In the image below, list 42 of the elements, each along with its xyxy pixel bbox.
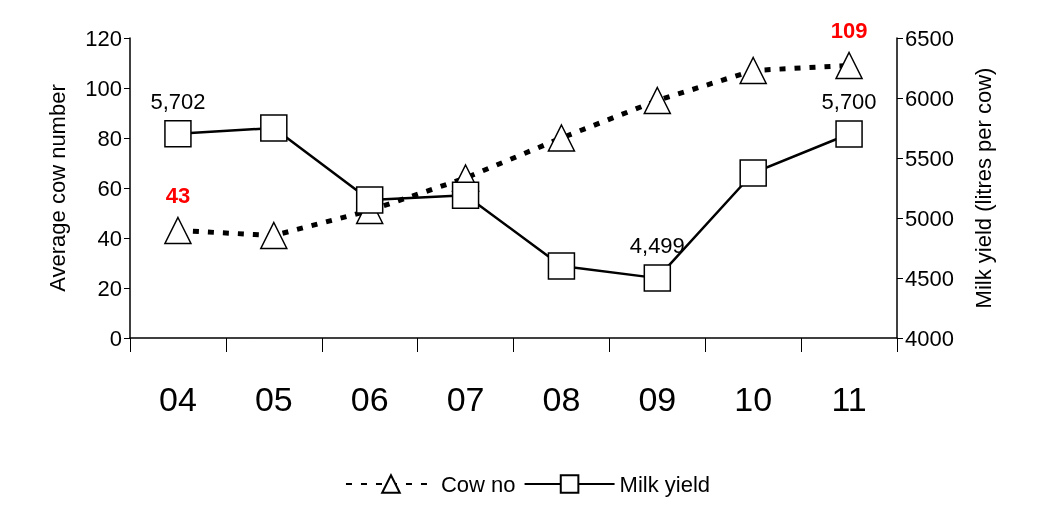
- y2-tick-label: 5500: [905, 145, 954, 171]
- point: [643, 264, 672, 292]
- x-tick-label: 09: [638, 380, 677, 418]
- x-tick-label: 10: [734, 380, 773, 418]
- point: [739, 159, 767, 187]
- point: [164, 120, 192, 148]
- y-tick-label: 120: [85, 25, 122, 51]
- y2-tick-label: 6000: [905, 85, 954, 111]
- y-axis-title: Average cow number: [44, 84, 70, 292]
- y-tick-label: 80: [97, 125, 122, 151]
- data-label: 4,499: [629, 232, 685, 258]
- y2-tick-label: 4500: [905, 265, 954, 291]
- y2-tick-label: 6500: [905, 25, 954, 51]
- y-tick-label: 60: [97, 175, 122, 201]
- x-tick-label: 05: [254, 380, 293, 418]
- point: [260, 221, 288, 250]
- data-label: 5,700: [821, 88, 877, 114]
- x-tick-label: 06: [350, 380, 389, 418]
- point: [547, 252, 576, 280]
- y2-tick-label: 5000: [905, 205, 954, 231]
- point: [835, 120, 863, 148]
- y-tick-label: 20: [97, 275, 122, 301]
- point: [643, 86, 672, 115]
- point: [164, 216, 192, 245]
- data-label: 43: [165, 183, 191, 209]
- y-tick-label: 100: [85, 75, 122, 101]
- y-tick-label: 40: [97, 225, 122, 251]
- point: [739, 56, 767, 85]
- legend-label: Milk yield: [619, 471, 711, 497]
- point: [260, 114, 288, 142]
- x-tick-label: 07: [446, 380, 485, 418]
- point: [355, 186, 384, 214]
- data-label: 109: [830, 18, 868, 44]
- data-label: 5,702: [150, 88, 206, 114]
- y2-tick-label: 4000: [905, 325, 954, 351]
- x-tick-label: 11: [831, 380, 867, 418]
- y2-axis-title: Milk yield (litres per cow): [970, 67, 996, 309]
- legend-label: Cow no: [440, 471, 516, 497]
- x-tick-label: 04: [159, 380, 197, 418]
- x-tick-label: 08: [542, 380, 581, 418]
- point: [451, 181, 480, 209]
- y-tick-label: 0: [109, 325, 122, 351]
